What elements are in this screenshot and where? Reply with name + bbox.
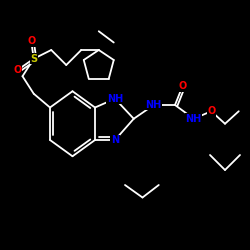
Text: NH: NH xyxy=(186,114,202,124)
Text: NH: NH xyxy=(107,94,123,104)
Text: O: O xyxy=(178,81,186,91)
Text: NH: NH xyxy=(146,100,162,110)
Text: S: S xyxy=(30,54,37,64)
Text: O: O xyxy=(27,36,36,46)
Text: N: N xyxy=(111,135,119,145)
Text: O: O xyxy=(207,106,216,116)
Text: O: O xyxy=(14,65,22,75)
